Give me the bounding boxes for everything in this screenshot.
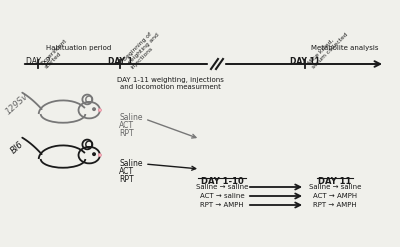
Text: ACT → AMPH: ACT → AMPH (313, 193, 357, 199)
Circle shape (98, 154, 102, 157)
Text: Saline → saline: Saline → saline (309, 184, 361, 190)
Text: Bl6: Bl6 (9, 140, 25, 156)
Text: ACT: ACT (119, 121, 134, 129)
Text: Metabolite analysis: Metabolite analysis (311, 45, 379, 51)
Text: ACT: ACT (119, 166, 134, 176)
Text: Saline: Saline (119, 112, 142, 122)
Text: DAY 1: DAY 1 (108, 57, 132, 66)
Text: DAY 11: DAY 11 (318, 177, 352, 186)
Text: ACT → saline: ACT → saline (200, 193, 244, 199)
Text: Saline → saline: Saline → saline (196, 184, 248, 190)
Circle shape (93, 108, 95, 110)
Text: RPT → AMPH: RPT → AMPH (313, 202, 357, 208)
Text: RPT: RPT (119, 174, 134, 184)
Text: 129Sv: 129Sv (4, 92, 30, 116)
Text: Beginning of
weighting and
injections: Beginning of weighting and injections (122, 28, 164, 70)
Text: DAY -2: DAY -2 (26, 57, 50, 66)
Text: Experiment
started: Experiment started (40, 38, 72, 70)
Circle shape (93, 153, 95, 155)
Text: RPT → AMPH: RPT → AMPH (200, 202, 244, 208)
Text: DAY 1-11 weighting, injections
and locomotion measurment: DAY 1-11 weighting, injections and locom… (116, 77, 224, 90)
Text: Habituation period: Habituation period (46, 45, 112, 51)
Text: RPT: RPT (119, 128, 134, 138)
Circle shape (98, 109, 102, 112)
Text: Saline: Saline (119, 159, 142, 167)
Text: DAY 11: DAY 11 (290, 57, 320, 66)
Text: DAY 1-10: DAY 1-10 (201, 177, 243, 186)
Text: Mice killed,
serum collected: Mice killed, serum collected (307, 28, 349, 70)
